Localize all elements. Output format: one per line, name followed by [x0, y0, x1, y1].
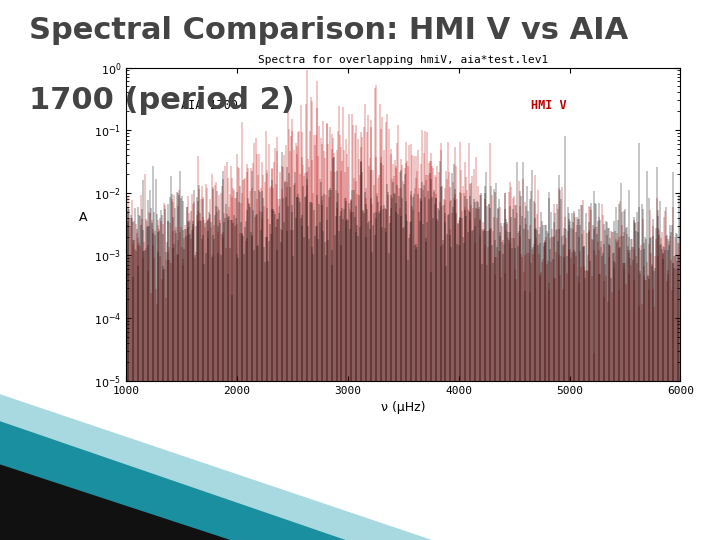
Text: HMI V: HMI V [531, 99, 567, 112]
Y-axis label: A: A [78, 211, 87, 224]
X-axis label: ν (μHz): ν (μHz) [381, 401, 426, 414]
Text: AIA 1700: AIA 1700 [181, 99, 238, 112]
Title: Spectra for overlapping hmiV, aia*test.lev1: Spectra for overlapping hmiV, aia*test.l… [258, 55, 549, 65]
Text: Spectral Comparison: HMI V vs AIA: Spectral Comparison: HMI V vs AIA [29, 16, 628, 45]
Text: 1700 (period 2): 1700 (period 2) [29, 86, 294, 116]
